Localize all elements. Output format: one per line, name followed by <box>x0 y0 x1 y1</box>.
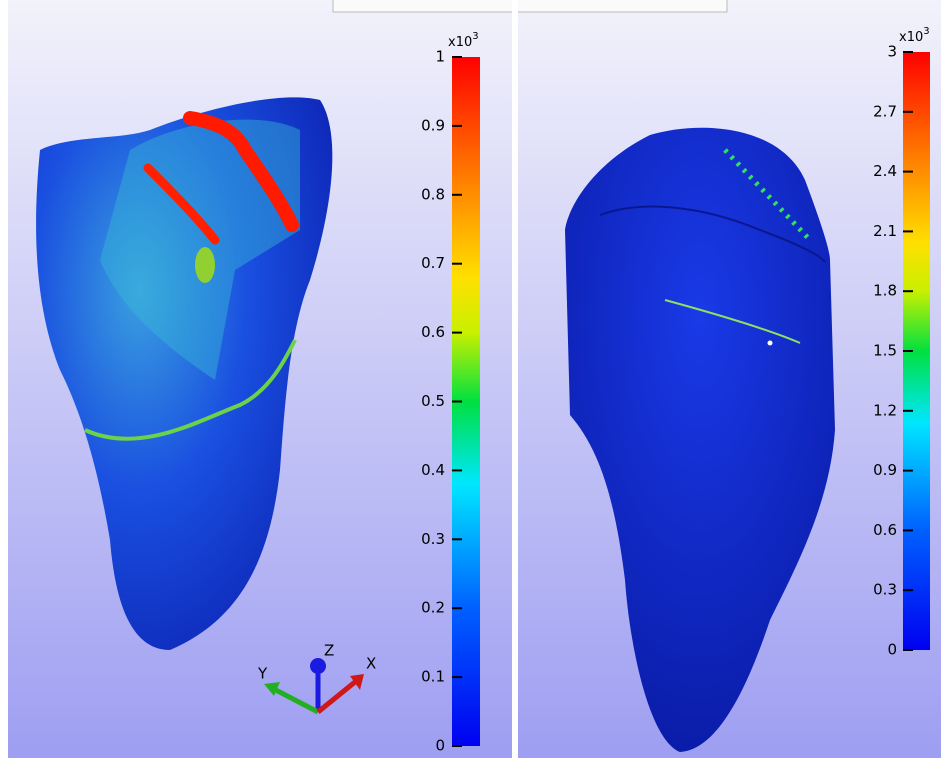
x-axis <box>316 680 357 714</box>
colorbar-tick-label: 0 <box>435 737 445 755</box>
colorbar-tick-label: 0.5 <box>421 392 445 410</box>
stress-hotspot <box>183 111 299 232</box>
colorbar-tick-label: 0.3 <box>421 530 445 548</box>
exponent: 3 <box>472 31 478 42</box>
colorbar-tick-label: 1 <box>435 48 445 66</box>
colorbar-multiplier: x103 <box>899 26 930 45</box>
multiplier: x10 <box>448 35 472 50</box>
colorbar-tick-label: 0.3 <box>873 581 897 599</box>
colorbar-tick-label: 0 <box>887 641 897 659</box>
left-border <box>0 0 8 758</box>
stress-hotspot <box>143 163 220 245</box>
colorbar-tick-label: 0.2 <box>421 599 445 617</box>
margin-line <box>84 339 297 441</box>
x-label: X <box>366 655 376 673</box>
tooth-model <box>36 97 333 650</box>
colorbar-tick-label: 0.9 <box>873 461 897 479</box>
colorbar-tick-label: 2.1 <box>873 222 897 240</box>
z-axis-head <box>310 658 326 674</box>
marker <box>767 340 773 346</box>
axes-triad: Z Y X <box>257 642 376 715</box>
colorbar-tick-label: 0.7 <box>421 254 445 272</box>
colorbar-tick-label: 0.9 <box>421 116 445 134</box>
colorbar-tick-label: 1.2 <box>873 401 897 419</box>
panel-divider <box>512 0 518 758</box>
colorbar-tick-label: 2.4 <box>873 162 897 180</box>
stress-hotspot <box>723 148 812 242</box>
z-label: Z <box>324 642 334 660</box>
y-label: Y <box>257 665 268 683</box>
colorbar-tick-label: 0.8 <box>421 185 445 203</box>
multiplier: x10 <box>899 30 923 45</box>
stress-spot <box>195 247 215 283</box>
y-axis <box>270 685 320 715</box>
colorbar-tick-label: 2.7 <box>873 102 897 120</box>
colorbar-tick-label: 0.6 <box>421 323 445 341</box>
colorbar-tick-label: 3 <box>887 43 897 61</box>
colorbar-tick-label: 0.1 <box>421 668 445 686</box>
tooth-model <box>565 127 835 752</box>
colorbar-tick-label: 0.6 <box>873 521 897 539</box>
colorbar-tick-label: 0.4 <box>421 461 445 479</box>
toolbar-box <box>332 0 728 13</box>
margin-line <box>664 299 801 344</box>
colorbar-multiplier: x103 <box>448 31 479 50</box>
exponent: 3 <box>923 26 929 37</box>
colorbar-tick-label: 1.5 <box>873 342 897 360</box>
y-axis-head <box>264 682 280 696</box>
colorbar-tick-label: 1.8 <box>873 282 897 300</box>
crown-edge <box>599 205 826 263</box>
x-axis-head <box>350 674 364 690</box>
